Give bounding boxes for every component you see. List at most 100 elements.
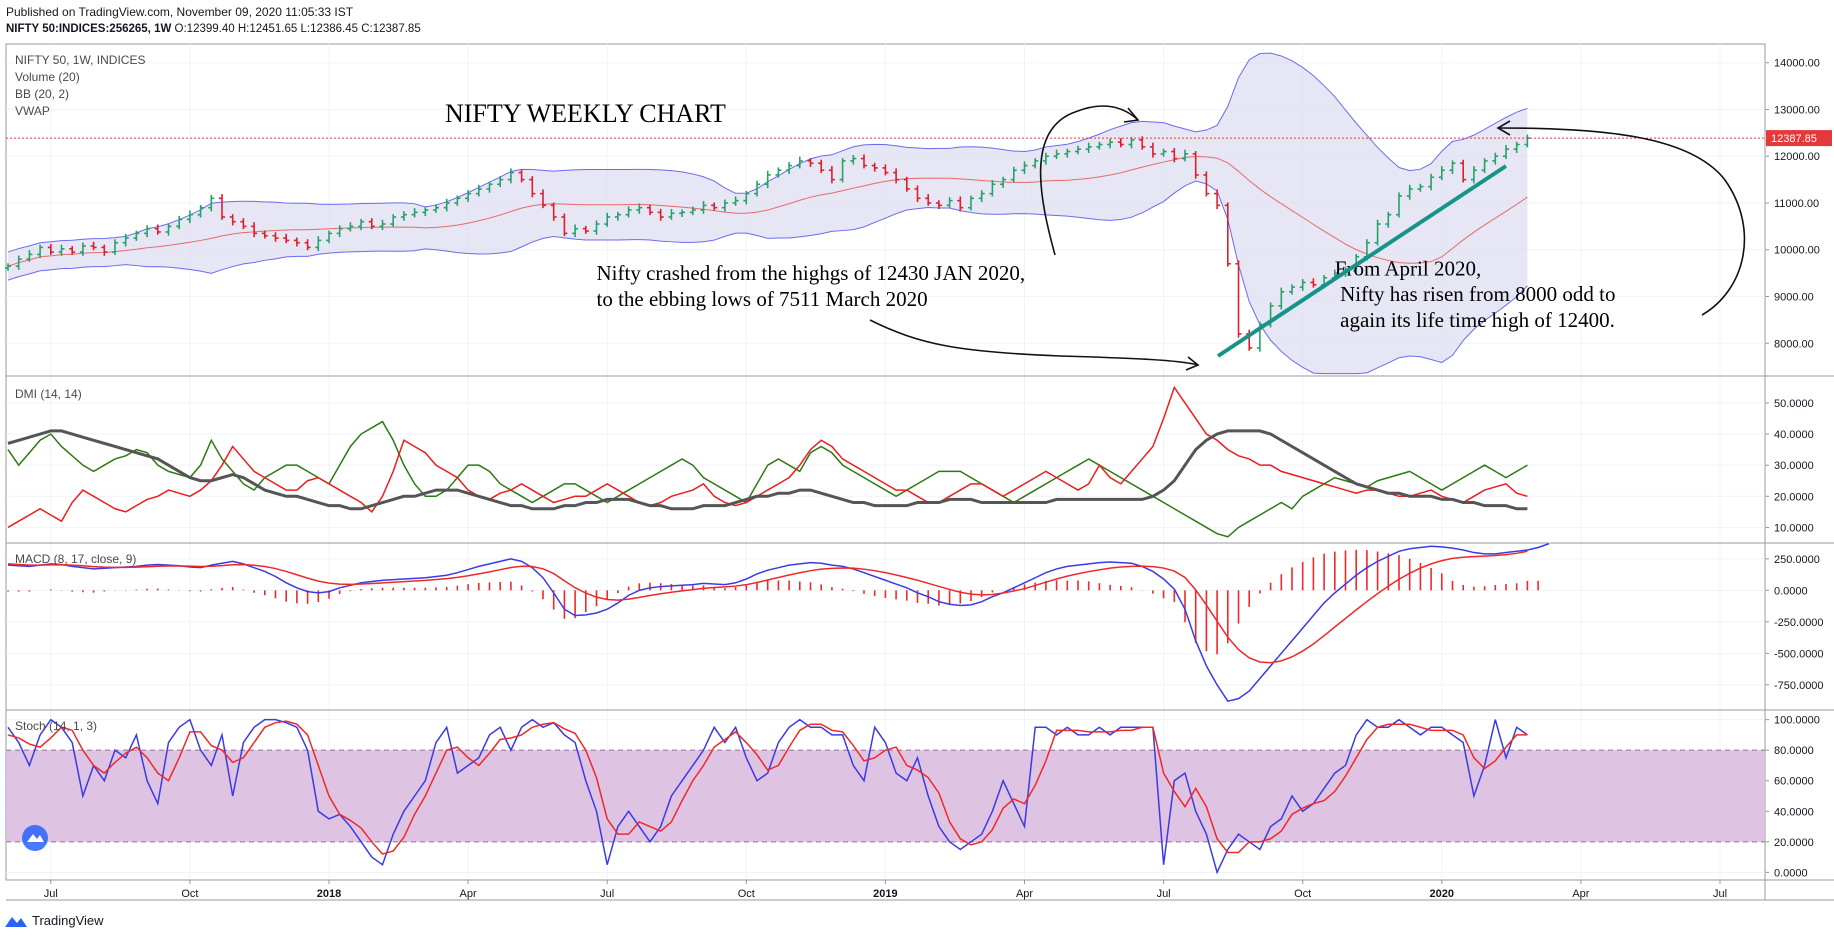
ohlc-bar[interactable] — [518, 169, 525, 183]
ohlc-bar[interactable] — [946, 197, 953, 209]
ohlc-bar[interactable] — [1374, 219, 1381, 246]
price-legend-item[interactable]: VWAP — [15, 104, 50, 118]
ohlc-bar[interactable] — [1417, 183, 1424, 192]
ohlc-bar[interactable] — [647, 204, 653, 216]
ohlc-bar[interactable] — [572, 224, 579, 238]
ohlc-bar[interactable] — [133, 230, 140, 241]
ohlc-bar[interactable] — [79, 242, 86, 256]
ohlc-bar[interactable] — [839, 158, 846, 183]
ohlc-bar[interactable] — [561, 213, 568, 237]
macd-panel[interactable]: 250.0000 0.0000 -250.0000 -500.0000 -750.000… — [6, 543, 1834, 711]
ohlc-bar[interactable] — [604, 212, 611, 227]
ohlc-bar[interactable] — [1460, 159, 1467, 183]
ohlc-bar[interactable] — [433, 204, 439, 213]
dmi-panel[interactable]: 50.0000 40.0000 30.0000 20.0000 10.0000 DMI (… — [6, 385, 1834, 544]
ohlc-bar[interactable] — [443, 198, 450, 212]
ohlc-bar[interactable] — [154, 224, 161, 235]
ohlc-bar[interactable] — [1481, 158, 1488, 174]
ohlc-bar[interactable] — [1385, 211, 1392, 228]
ohlc-bar[interactable] — [208, 194, 215, 212]
ohlc-bar[interactable] — [15, 255, 22, 270]
ohlc-bar[interactable] — [1278, 287, 1285, 310]
ohlc-bar[interactable] — [540, 189, 546, 209]
ohlc-bar[interactable] — [165, 223, 172, 236]
ohlc-bar[interactable] — [347, 222, 354, 232]
ohlc-bar[interactable] — [935, 200, 942, 210]
ohlc-bar[interactable] — [1214, 189, 1221, 210]
ohlc-bar[interactable] — [775, 167, 782, 178]
ohlc-bar[interactable] — [315, 236, 322, 252]
ohlc-bar[interactable] — [989, 180, 996, 197]
ohlc-bar[interactable] — [1075, 145, 1081, 155]
ohlc-bar[interactable] — [968, 195, 974, 211]
ohlc-bar[interactable] — [1096, 141, 1103, 150]
ohlc-bar[interactable] — [454, 195, 461, 206]
ohlc-bar[interactable] — [828, 166, 835, 184]
price-legend-item[interactable]: Volume (20) — [15, 70, 80, 84]
ohlc-bar[interactable] — [903, 176, 910, 192]
ohlc-bar[interactable] — [1492, 152, 1499, 165]
ohlc-bar[interactable] — [1021, 161, 1028, 174]
ohlc-bar[interactable] — [90, 241, 97, 251]
ohlc-bar[interactable] — [5, 263, 11, 271]
ohlc-bar[interactable] — [1235, 260, 1242, 338]
ohlc-bar[interactable] — [1149, 142, 1156, 158]
trendline[interactable] — [1216, 164, 1508, 358]
ohlc-bar[interactable] — [1449, 160, 1456, 174]
ohlc-bar[interactable] — [37, 244, 44, 259]
dmi-legend[interactable]: DMI (14, 14) — [15, 387, 82, 401]
ohlc-bar[interactable] — [593, 220, 600, 235]
ohlc-bar[interactable] — [497, 176, 504, 188]
price-panel[interactable]: 14000.00 13000.00 12000.00 11000.00 10000.00… — [5, 52, 1834, 377]
ohlc-bar[interactable] — [390, 214, 397, 227]
ohlc-bar[interactable] — [1107, 138, 1114, 149]
ohlc-bar[interactable] — [58, 244, 65, 256]
stoch-panel[interactable]: 100.0000 80.0000 60.0000 40.0000 20.0000 0.00… — [6, 715, 1834, 881]
ohlc-bar[interactable] — [465, 190, 472, 203]
ohlc-bar[interactable] — [197, 204, 204, 218]
ohlc-bar[interactable] — [764, 170, 771, 189]
ohlc-bar[interactable] — [614, 211, 621, 221]
ohlc-bar[interactable] — [700, 201, 707, 214]
ohlc-bar[interactable] — [871, 162, 878, 172]
ohlc-bar[interactable] — [1171, 148, 1178, 163]
ohlc-bar[interactable] — [144, 225, 151, 238]
ohlc-bar[interactable] — [1128, 137, 1135, 149]
ohlc-bar[interactable] — [1503, 145, 1509, 160]
ohlc-bar[interactable] — [1396, 192, 1402, 218]
ohlc-bar[interactable] — [1000, 176, 1007, 189]
ohlc-bar[interactable] — [882, 164, 889, 176]
ohlc-bar[interactable] — [582, 225, 589, 234]
ohlc-bar[interactable] — [1117, 137, 1124, 148]
ohlc-bar[interactable] — [1053, 149, 1060, 160]
ohlc-bar[interactable] — [711, 202, 718, 211]
ohlc-bar[interactable] — [625, 206, 632, 218]
ohlc-bar[interactable] — [1010, 166, 1017, 183]
ohlc-bar[interactable] — [1406, 184, 1413, 200]
ohlc-bar[interactable] — [112, 239, 118, 255]
ohlc-bar[interactable] — [47, 243, 54, 255]
ohlc-bar[interactable] — [219, 194, 225, 220]
price-legend-item[interactable]: BB (20, 2) — [15, 87, 69, 101]
ohlc-bar[interactable] — [743, 190, 750, 205]
ohlc-bar[interactable] — [786, 162, 793, 174]
ohlc-bar[interactable] — [1310, 278, 1317, 288]
ohlc-bar[interactable] — [1203, 171, 1210, 197]
ohlc-bar[interactable] — [358, 218, 365, 231]
ohlc-bar[interactable] — [304, 239, 311, 251]
ohlc-bar[interactable] — [26, 250, 33, 262]
ohlc-bar[interactable] — [1438, 166, 1445, 181]
ohlc-bar[interactable] — [689, 206, 696, 216]
ohlc-bar[interactable] — [411, 208, 418, 218]
ohlc-bar[interactable] — [807, 158, 814, 167]
price-legend-item[interactable]: NIFTY 50, 1W, INDICES — [15, 53, 145, 67]
ohlc-bar[interactable] — [283, 233, 290, 244]
ohlc-bar[interactable] — [1513, 141, 1520, 153]
ohlc-bar[interactable] — [293, 237, 300, 247]
macd-legend[interactable]: MACD (8, 17, close, 9) — [15, 552, 136, 566]
ohlc-bar[interactable] — [368, 218, 375, 230]
ohlc-bar[interactable] — [240, 218, 247, 230]
ohlc-bar[interactable] — [668, 209, 675, 220]
ohlc-bar[interactable] — [657, 208, 664, 221]
ohlc-bar[interactable] — [732, 196, 739, 206]
